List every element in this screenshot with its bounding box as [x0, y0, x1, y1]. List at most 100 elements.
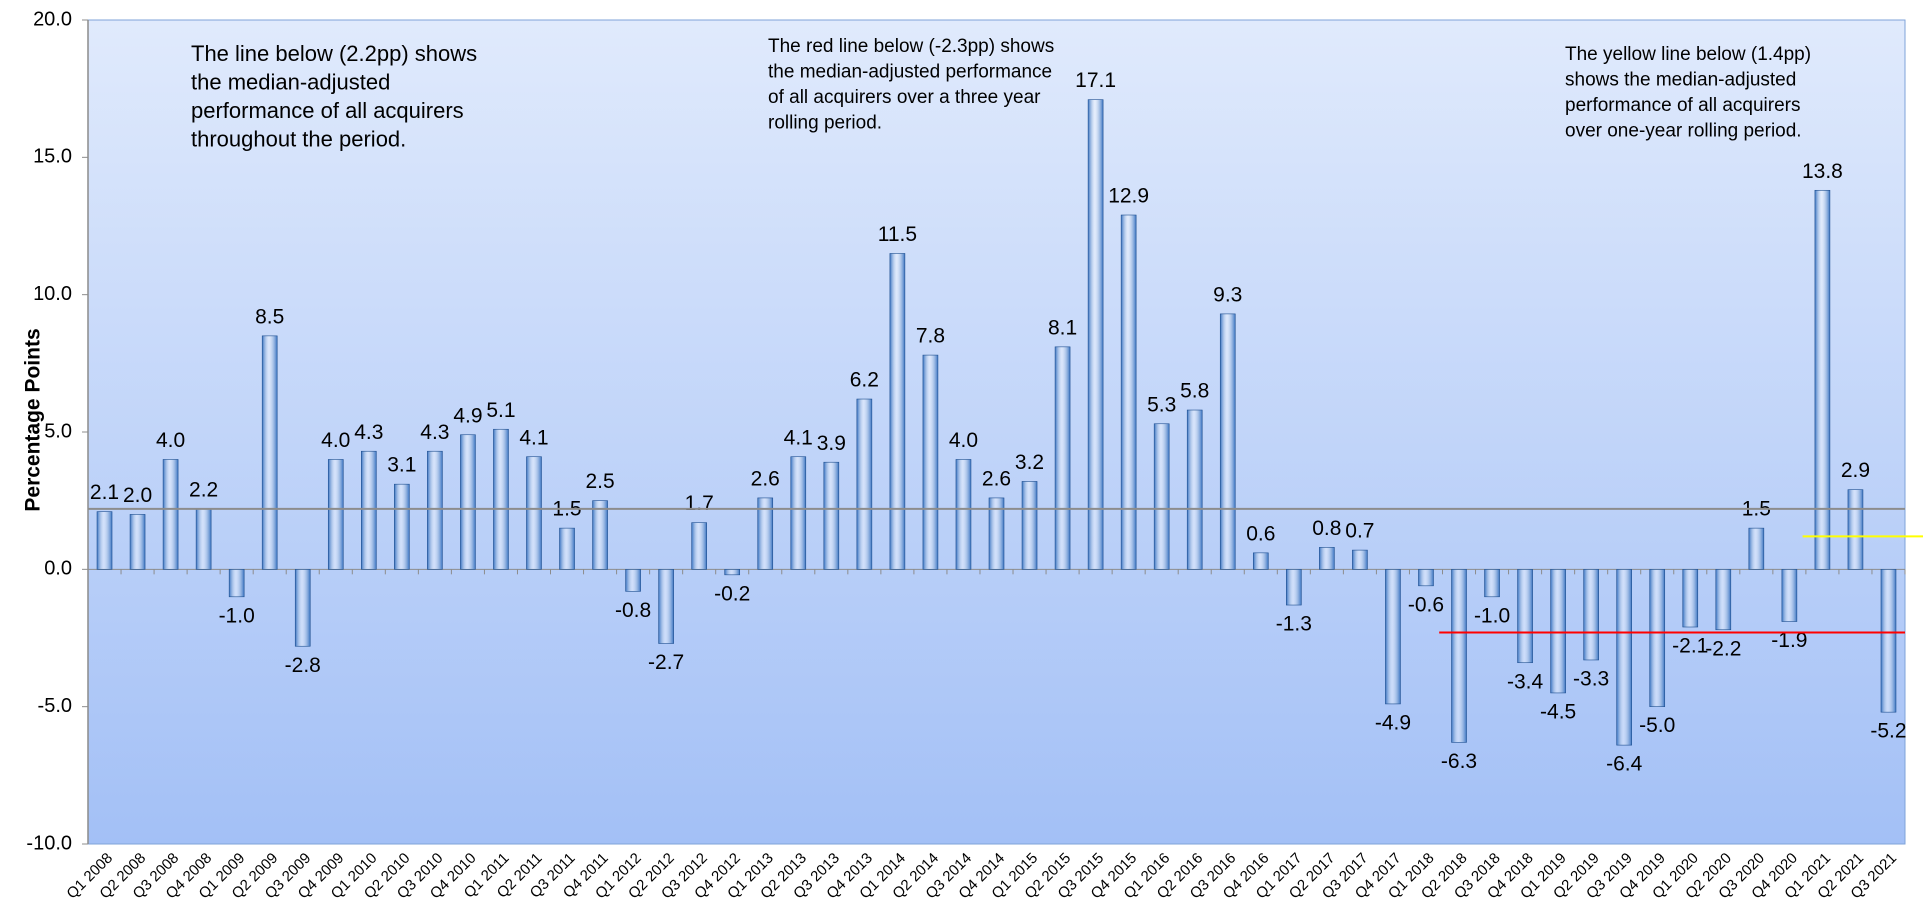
data-label: 0.6 [1246, 522, 1275, 545]
data-label: 13.8 [1802, 160, 1843, 183]
bar [1418, 569, 1434, 587]
bar [625, 569, 641, 592]
data-label: -1.0 [219, 604, 255, 627]
data-label: 11.5 [878, 223, 917, 246]
data-label: 8.1 [1048, 316, 1077, 339]
bar [427, 450, 443, 570]
bar [261, 335, 278, 570]
data-label: 4.1 [519, 426, 548, 449]
bar [1120, 214, 1137, 570]
bar [1781, 569, 1798, 622]
bar [823, 461, 840, 570]
data-label: -3.4 [1507, 670, 1544, 693]
bar [658, 569, 674, 644]
plot-area [87, 19, 1906, 845]
data-label: -0.8 [615, 599, 651, 622]
data-label: 9.3 [1213, 283, 1242, 306]
data-label: -2.2 [1705, 637, 1741, 660]
y-tick-label: 10.0 [33, 283, 72, 305]
data-label: 17.1 [1075, 69, 1116, 92]
data-label: 3.2 [1015, 451, 1044, 474]
bar [195, 508, 212, 570]
annotation: shows the median-adjusted [1565, 70, 1796, 91]
bar [757, 497, 774, 570]
bar [724, 569, 741, 576]
data-label: -2.7 [648, 651, 684, 674]
data-label: 4.9 [453, 404, 482, 427]
bar [1649, 569, 1666, 707]
bar [96, 511, 113, 570]
y-axis-title: Percentage Points [22, 328, 45, 511]
y-tick-label: 15.0 [33, 146, 72, 168]
bar [361, 450, 377, 570]
bar [394, 483, 410, 570]
data-label: 2.5 [585, 470, 614, 493]
bar [889, 253, 906, 570]
data-label: -0.6 [1408, 593, 1444, 616]
bar [1252, 552, 1269, 570]
annotation: over one-year rolling period. [1565, 121, 1802, 142]
data-label: 0.8 [1312, 517, 1341, 540]
bar [1021, 481, 1038, 570]
data-label: 2.9 [1841, 459, 1870, 482]
bar [1616, 569, 1632, 746]
data-label: 8.5 [255, 305, 284, 328]
bar [460, 434, 476, 570]
data-label: 5.1 [486, 399, 515, 422]
bar [1880, 569, 1897, 713]
bar [1352, 549, 1368, 570]
annotation: The red line below (-2.3pp) shows [768, 36, 1054, 57]
bar [526, 456, 542, 570]
annotation: performance of all acquirers [1565, 95, 1801, 116]
data-label: -0.2 [714, 582, 750, 605]
bar [691, 522, 707, 570]
annotation: The line below (2.2pp) shows [191, 41, 477, 66]
annotation: the median-adjusted [191, 69, 390, 94]
data-label: 2.1 [90, 481, 119, 504]
bar [1583, 569, 1599, 661]
annotation: performance of all acquirers [191, 98, 464, 123]
data-label: 3.1 [387, 454, 416, 477]
bar [955, 459, 972, 570]
bar [592, 500, 608, 570]
y-tick-label: -5.0 [38, 695, 72, 717]
bar [790, 456, 807, 570]
bar [1286, 569, 1302, 606]
data-label: 2.0 [123, 484, 152, 507]
bar [988, 497, 1005, 570]
data-label: 4.1 [784, 426, 813, 449]
bar [922, 354, 939, 570]
data-label: -1.3 [1276, 613, 1312, 636]
bar [1087, 99, 1104, 570]
data-label: 7.8 [916, 325, 945, 348]
data-label: -1.0 [1474, 604, 1510, 627]
data-label: -3.3 [1573, 668, 1609, 691]
data-label: 5.8 [1180, 380, 1209, 403]
data-label: 2.6 [982, 467, 1011, 490]
y-tick-label: 20.0 [33, 8, 72, 30]
bar [1186, 409, 1203, 570]
annotation: rolling period. [768, 113, 882, 134]
data-label: 6.2 [850, 369, 879, 392]
data-label: 1.7 [685, 492, 714, 515]
bar [162, 459, 179, 570]
data-label: -2.8 [285, 654, 321, 677]
data-label: -4.9 [1375, 711, 1411, 734]
bar [327, 459, 344, 570]
bar [1550, 569, 1566, 694]
data-label: -2.1 [1672, 635, 1708, 658]
y-tick-label: 0.0 [44, 558, 72, 580]
bar [1385, 569, 1401, 705]
bar [228, 569, 245, 598]
data-label: 4.3 [354, 421, 383, 444]
bar [856, 398, 873, 570]
bar [1319, 547, 1335, 570]
bar [1748, 527, 1765, 570]
y-tick-label: 5.0 [44, 420, 72, 442]
data-label: -6.4 [1606, 753, 1643, 776]
annotation: throughout the period. [191, 126, 406, 151]
bar [129, 514, 146, 570]
bar [493, 428, 509, 570]
data-label: 0.7 [1345, 520, 1374, 543]
